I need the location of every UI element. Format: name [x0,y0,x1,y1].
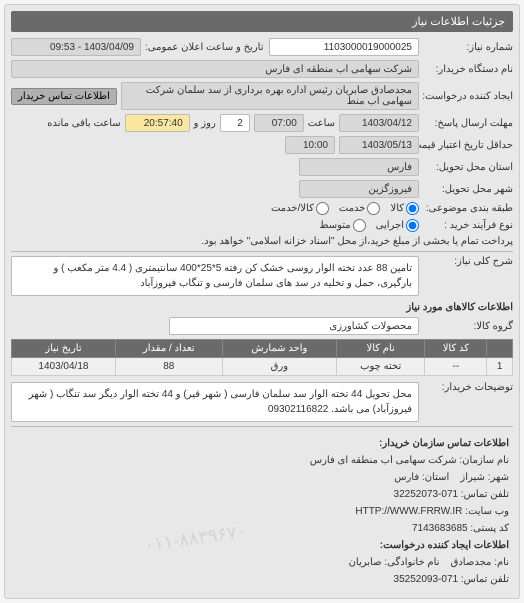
goods-table: کد کالا نام کالا واحد شمارش تعداد / مقدا… [11,339,513,376]
remain-hms: 20:57:40 [125,114,190,132]
province-value: فارس [299,158,419,176]
send-deadline-date: 1403/04/12 [339,114,419,132]
contact-org-label: نام سازمان: [459,455,509,466]
province-label: استان محل تحویل: [423,162,513,173]
buyer-notes-value: محل تحویل 44 تخته الوار سد سلمان فارسی (… [11,382,419,422]
creator-name-label: نام: [494,557,509,568]
packing-radio-group: کالا خدمت کالا/خدمت [271,202,419,215]
send-deadline-time: 07:00 [254,114,304,132]
buy-type-option-ejrai[interactable]: اجرایی [376,219,419,232]
public-date-value: 1403/04/09 - 09:53 [11,38,141,56]
contact-city-label: شهر: [488,472,509,483]
goods-group-label: گروه کالا: [423,321,513,332]
col-qty: تعداد / مقدار [115,340,222,358]
general-desc-label: شرح کلی نیاز: [423,256,513,267]
remain-suffix: ساعت باقی مانده [47,118,120,129]
cell-unit: ورق [222,358,336,376]
creator-section-label: اطلاعات ایجاد کننده درخواست: [380,540,509,551]
table-row[interactable]: 1 -- تخته چوب ورق 88 1403/04/18 [12,358,513,376]
org-value: شرکت سهامی اب منطقه ای فارس [11,60,419,78]
send-deadline-time-label: ساعت [308,118,335,129]
creator-value: مجدصادق صابریان رئیس اداره بهره برداری ا… [121,82,419,110]
buy-type-note: پرداخت تمام یا بخشی از مبلغ خرید،از محل … [11,236,513,247]
col-name: نام کالا [337,340,425,358]
panel-header: جزئیات اطلاعات نیاز [11,11,513,32]
contact-block: اطلاعات تماس سازمان خریدار: نام سازمان: … [11,431,513,592]
remain-days-label: روز و [194,118,216,129]
cell-qty: 88 [115,358,222,376]
cell-name: تخته چوب [337,358,425,376]
creator-name: مجدصادق [451,557,492,568]
contact-tel-label: تلفن تماس: [461,489,509,500]
contact-province-label: استان: [422,472,449,483]
packing-label: طبقه بندی موضوعی: [423,203,513,214]
city-label: شهر محل تحویل: [423,184,513,195]
contact-site: HTTP://WWW.FRRW.IR [355,506,462,517]
validity-date: 1403/05/13 [339,136,419,154]
contact-postal-label: کد پستی: [470,523,509,534]
packing-option-khedmat[interactable]: خدمت [339,202,381,215]
contact-province: فارس [394,472,419,483]
contact-section-label: اطلاعات تماس سازمان خریدار: [379,438,509,449]
validity-label: حداقل تاریخ اعتبار قیمت: تا تاریخ: [423,140,513,151]
creator-family-label: نام خانوادگی: [384,557,439,568]
validity-time: 10:00 [285,136,335,154]
general-desc-value: تامین 88 عدد تخته الوار روسی خشک کن رفته… [11,256,419,296]
contact-org: شرکت سهامی اب منطقه ای فارس [310,455,457,466]
contact-postal: 7143683685 [412,523,468,534]
org-label: نام دستگاه خریدار: [423,64,513,75]
buy-type-label: نوع فرآیند خرید : [423,220,513,231]
city-value: فیروزگزین [299,180,419,198]
cell-code: -- [425,358,487,376]
send-deadline-label: مهلت ارسال پاسخ: [423,118,513,129]
col-unit: واحد شمارش [222,340,336,358]
req-number-label: شماره نیاز: [423,42,513,53]
packing-option-both[interactable]: کالا/خدمت [271,202,329,215]
req-number-value: 1103000019000025 [269,38,419,56]
public-date-label: تاریخ و ساعت اعلان عمومی: [145,42,264,53]
creator-label: ایجاد کننده درخواست: [423,91,513,102]
remain-days: 2 [220,114,250,132]
contact-city: شیراز [460,472,485,483]
cell-idx: 1 [487,358,513,376]
buy-type-option-middle[interactable]: متوسط [319,219,365,232]
creator-family: صابریان [349,557,382,568]
buy-type-radio-group: اجرایی متوسط [319,219,419,232]
goods-group-value: محصولات کشاورزی [169,317,419,335]
cell-date: 1403/04/18 [12,358,116,376]
contact-tel: 071-32252073 [394,489,459,500]
contact-buyer-button[interactable]: اطلاعات تماس خریدار [11,88,117,105]
goods-section-title: اطلاعات کالاهای مورد نیاز [11,302,513,313]
col-idx [487,340,513,358]
col-code: کد کالا [425,340,487,358]
contact-site-label: وب سایت: [465,506,509,517]
col-date: تاریخ نیاز [12,340,116,358]
packing-option-kala[interactable]: کالا [390,202,419,215]
buyer-notes-label: توضیحات خریدار: [423,382,513,393]
